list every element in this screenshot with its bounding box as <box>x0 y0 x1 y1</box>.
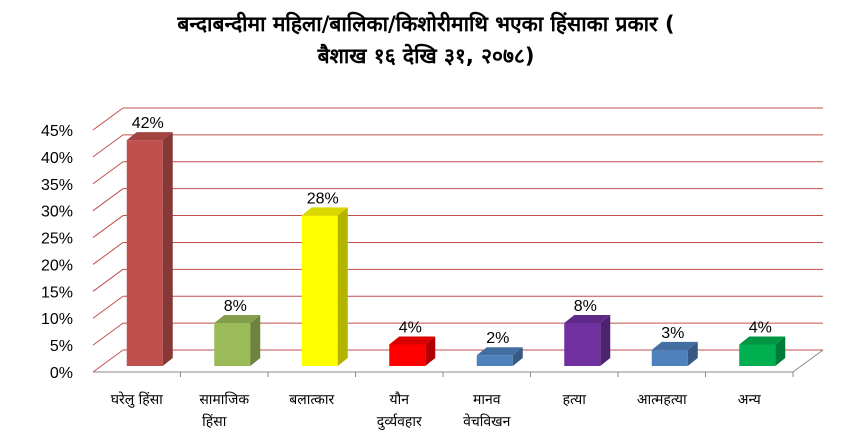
bar-side <box>687 341 698 366</box>
bar-side <box>162 132 173 366</box>
data-label: 42% <box>132 115 164 132</box>
data-label: 2% <box>486 330 509 347</box>
bar <box>651 349 688 366</box>
gridline-side <box>92 215 124 238</box>
bar-side <box>250 314 261 366</box>
y-tick-label: 0% <box>50 365 73 382</box>
bar <box>389 344 426 366</box>
y-tick-label: 35% <box>41 177 73 194</box>
bar <box>126 140 163 366</box>
gridline-side <box>92 161 124 185</box>
chart-title-line1: बन्दाबन्दीमा महिला/बालिका/किशोरीमाथि भएक… <box>177 12 675 36</box>
x-category-label: दुर्व्यवहार <box>377 413 422 431</box>
data-label: 4% <box>399 319 422 336</box>
x-category-label: घरेलु हिंसा <box>111 391 163 408</box>
bar-side <box>512 347 523 366</box>
y-tick-label: 15% <box>41 284 73 301</box>
y-tick-label: 45% <box>41 123 73 140</box>
bar-top <box>301 207 348 216</box>
gridline-side <box>92 107 124 131</box>
data-label: 3% <box>661 325 684 342</box>
bar-side <box>775 336 786 366</box>
y-tick-label: 25% <box>41 231 73 248</box>
bar <box>301 215 338 366</box>
data-label: 8% <box>574 298 597 315</box>
data-label: 4% <box>749 319 772 336</box>
x-category-label: अन्य <box>738 392 762 408</box>
gridline-side <box>92 349 124 373</box>
x-category-label: वेचविखन <box>463 413 511 430</box>
gridline-side <box>92 268 124 292</box>
floor-edge-side <box>792 349 824 373</box>
x-category-label: हिंसा <box>202 413 227 430</box>
gridline-side <box>92 242 124 265</box>
y-tick-label: 30% <box>41 204 73 221</box>
bar-top <box>739 336 786 345</box>
x-category-label: सामाजिक <box>199 391 249 408</box>
bar <box>564 322 601 366</box>
x-category-label: यौन <box>389 391 409 408</box>
y-tick-label: 10% <box>41 311 73 328</box>
y-tick-label: 20% <box>41 257 73 274</box>
bar-side <box>425 336 436 366</box>
gridline-side <box>92 188 124 212</box>
x-category-label: आत्महत्या <box>637 392 687 408</box>
bar <box>214 322 251 366</box>
gridline-side <box>92 295 124 319</box>
data-label: 8% <box>224 298 247 315</box>
y-tick-label: 5% <box>50 338 73 355</box>
x-category-label: बलात्कार <box>289 392 334 408</box>
bar-top <box>651 341 698 350</box>
chart-title-line2: बैशाख १६ देखि ३१, २०७८) <box>317 44 535 68</box>
bar-top <box>126 132 173 141</box>
bar-top <box>564 314 611 323</box>
bar-top <box>389 336 436 345</box>
bar <box>476 355 513 366</box>
gridline-side <box>92 322 124 346</box>
gridline-side <box>92 134 124 158</box>
x-category-label: मानव <box>473 392 501 408</box>
chart-title: बन्दाबन्दीमा महिला/बालिका/किशोरीमाथि भएक… <box>0 8 852 72</box>
bar-side <box>337 207 348 366</box>
x-category-label: हत्या <box>563 392 587 408</box>
bar <box>739 344 776 366</box>
bar-top <box>476 347 523 356</box>
data-label: 28% <box>307 190 339 207</box>
bar-side <box>600 314 611 366</box>
bar-top <box>214 314 261 323</box>
y-tick-label: 40% <box>41 150 73 167</box>
